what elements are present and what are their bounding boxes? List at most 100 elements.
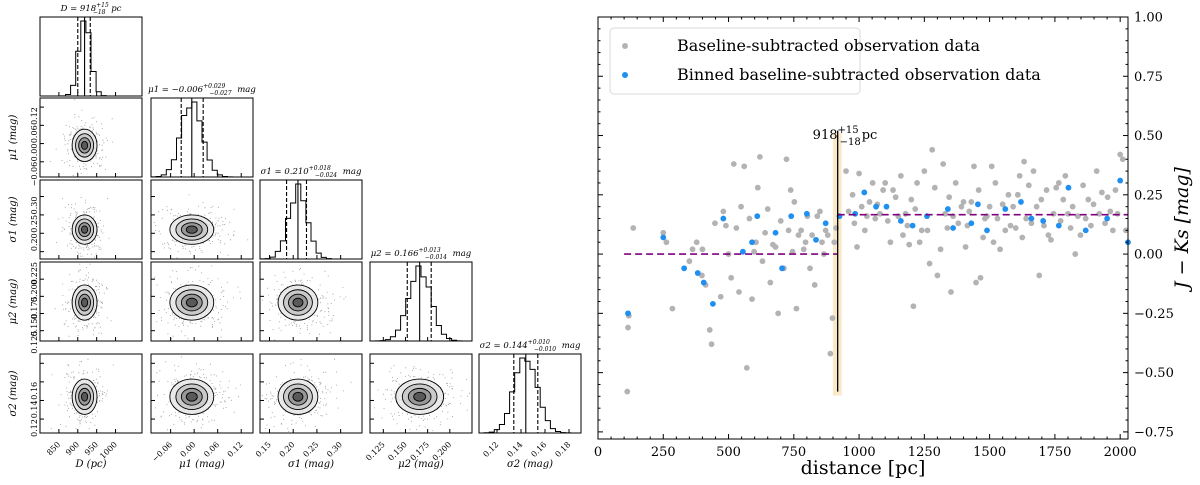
data-point	[1112, 187, 1119, 193]
data-point	[926, 260, 933, 267]
contour-D-sigma1-3	[81, 225, 89, 234]
binned-data-point	[1040, 217, 1047, 224]
contour-mu1-sigma2-3	[185, 391, 198, 402]
xtick-label-sigma2: 0.18	[553, 440, 572, 459]
scatter-xtick-label: 1250	[908, 445, 941, 460]
data-point	[1085, 196, 1092, 203]
scatter-xtick-label: 1750	[1038, 445, 1071, 460]
data-point	[1069, 203, 1076, 210]
xaxis-label-sigma2: σ2 (mag)	[507, 459, 553, 470]
data-point	[817, 208, 823, 215]
data-point	[902, 210, 909, 217]
panel-D-mu1: −0.060.000.060.12 μ1 (mag)	[8, 97, 143, 186]
distance-annotation: 918+15 −18pc	[813, 125, 878, 148]
binned-data-point	[772, 229, 779, 236]
data-point	[756, 153, 763, 160]
data-point	[1033, 203, 1040, 210]
binned-data-point	[974, 201, 981, 208]
data-point	[1074, 213, 1081, 220]
data-point	[1045, 232, 1052, 239]
binned-data-point	[681, 265, 688, 272]
binned-data-point	[720, 215, 727, 222]
xtick-label-mu2: 0.125	[364, 440, 387, 463]
data-point	[946, 194, 953, 201]
data-point	[791, 199, 798, 205]
frame-sigma1-sigma1	[259, 179, 363, 260]
xtick-label-D: 900	[64, 440, 81, 457]
data-point	[751, 248, 758, 255]
data-point	[720, 208, 727, 215]
binned-data-point	[813, 236, 819, 243]
scatter-ytick-label: 0.25	[1134, 188, 1163, 203]
data-point	[994, 215, 1001, 222]
data-point	[795, 232, 802, 239]
binned-data-point	[1117, 177, 1124, 184]
data-point	[866, 199, 873, 205]
histogram-sigma1	[259, 183, 362, 260]
binned-data-point	[1082, 227, 1089, 234]
scatter-yaxis-label: J − Ks [mag]	[1171, 166, 1193, 293]
xtick-label-D: 850	[45, 440, 62, 457]
data-point	[1096, 210, 1103, 217]
series-baseline-subtracted	[624, 146, 1129, 395]
binned-data-point	[950, 225, 956, 231]
data-point	[904, 222, 911, 229]
data-point	[708, 341, 715, 348]
data-point	[958, 203, 965, 210]
data-point	[854, 244, 860, 250]
binned-data-point	[803, 210, 810, 217]
data-point	[1098, 189, 1105, 196]
data-point	[900, 232, 906, 239]
data-point	[992, 180, 999, 186]
ytick-label-mu2: 0.225	[30, 262, 39, 285]
panel-D-sigma1: 0.200.250.30 σ1 (mag)	[8, 179, 143, 260]
data-point	[1050, 210, 1057, 217]
data-point	[1007, 222, 1014, 229]
data-point	[746, 215, 753, 222]
data-point	[1107, 208, 1114, 215]
data-point	[966, 208, 973, 215]
data-point	[1016, 172, 1023, 179]
panel-mu1-mu1: μ1 = −0.006+0.029 −0.027 mag	[148, 83, 256, 178]
scatter-plot: 918+15 −18pc 0 250 500 750 1000 1250 1500 1750 200…	[594, 11, 1193, 480]
contour-mu1-mu2-3	[185, 297, 198, 308]
data-point	[1005, 191, 1012, 198]
data-point	[1055, 180, 1062, 186]
data-point	[851, 220, 858, 227]
frame-mu1-mu1	[150, 97, 254, 178]
yaxis-label-mu2: μ2 (mag)	[8, 279, 19, 325]
binned-data-point	[740, 248, 746, 255]
ytick-label-sigma2: 0.16	[30, 382, 39, 400]
frame-sigma1-sigma2	[259, 353, 363, 434]
data-point	[789, 248, 796, 255]
data-point	[912, 206, 919, 212]
frame-sigma2-sigma2	[478, 353, 582, 434]
legend-marker-1	[622, 72, 628, 78]
data-point	[1030, 168, 1037, 175]
scatter-ytick-label: −0.25	[1134, 307, 1174, 322]
data-point	[717, 293, 724, 300]
scatter-ytick-label: −0.50	[1134, 366, 1174, 381]
xaxis-label-sigma1: σ1 (mag)	[288, 459, 334, 470]
ytick-label-mu2: 0.175	[30, 296, 39, 319]
data-point	[968, 199, 975, 205]
xtick-label-sigma1: 0.30	[325, 440, 344, 459]
scatter-ytick-label: 1.00	[1134, 11, 1163, 26]
data-point	[764, 206, 771, 212]
frame-mu1-mu2	[150, 261, 254, 342]
binned-data-point	[779, 265, 785, 272]
data-point	[937, 246, 944, 253]
data-point	[988, 163, 995, 170]
data-point	[811, 281, 818, 288]
binned-data-point	[852, 210, 859, 217]
binned-data-point	[861, 189, 868, 196]
data-point	[625, 324, 631, 331]
scatter-ytick-label: 0.50	[1134, 129, 1163, 144]
panel-mu1-sigma1	[150, 179, 254, 260]
legend-box	[609, 27, 861, 95]
ytick-label-mu1: 0.06	[30, 125, 39, 143]
data-point	[1060, 196, 1067, 203]
